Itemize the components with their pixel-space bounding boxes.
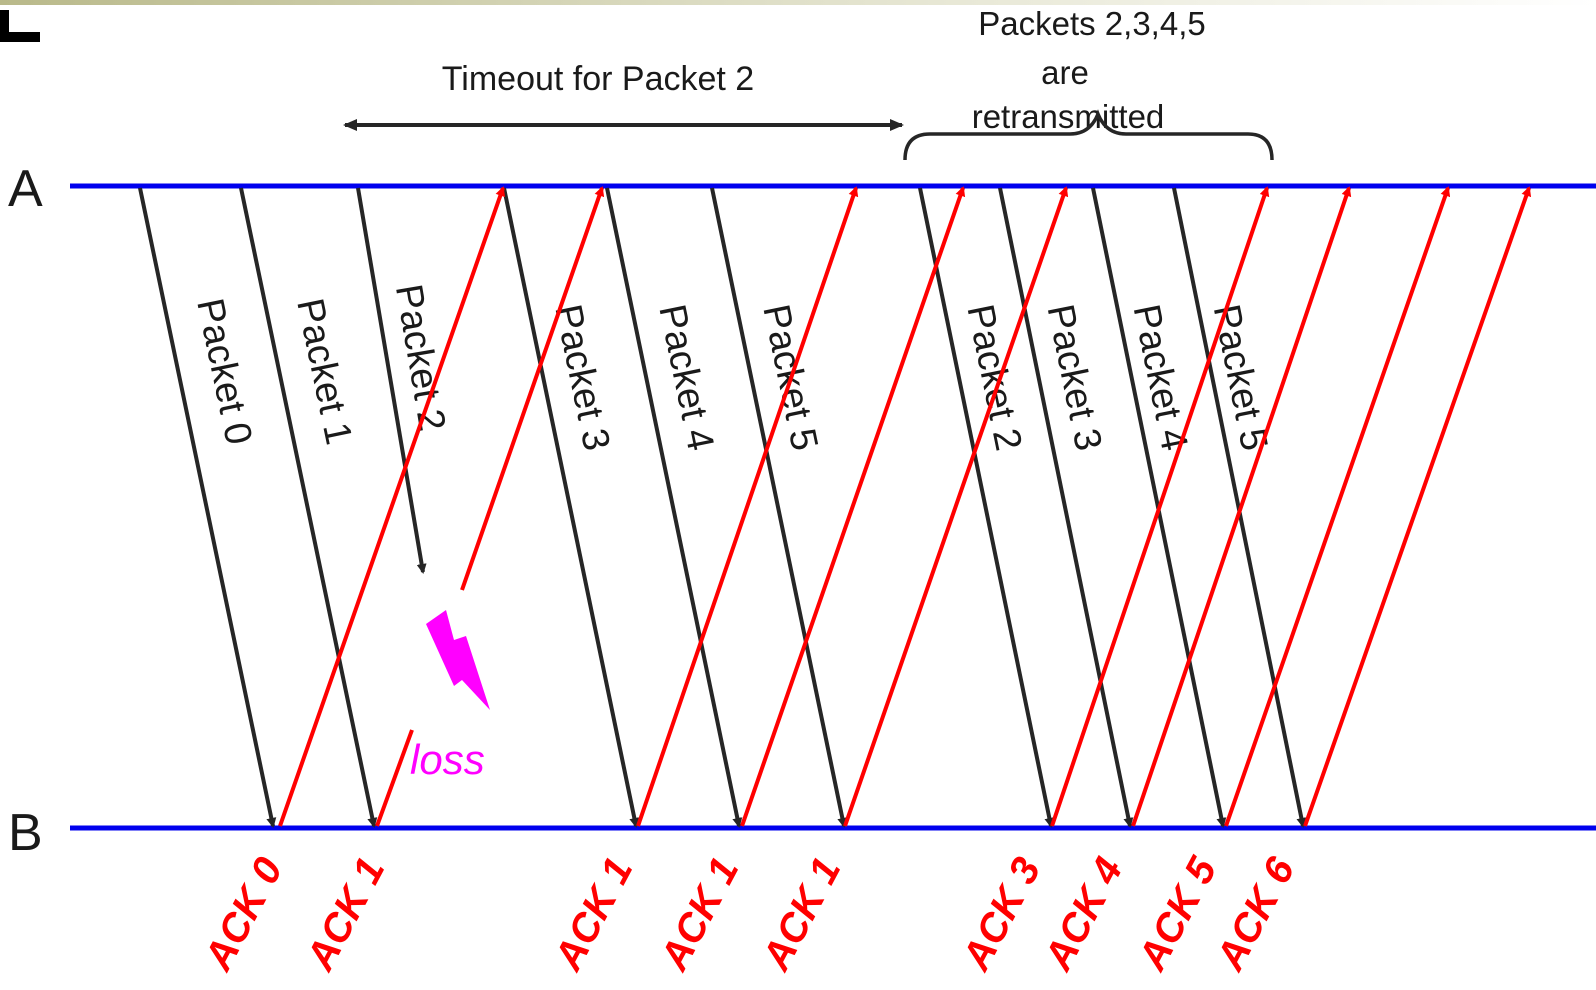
ack-arrow-0 [278, 186, 506, 827]
packet-label-3: Packet 3 [546, 301, 617, 454]
loss-label: loss [410, 736, 485, 783]
ack-arrow-4 [843, 186, 1069, 827]
packet-arrow-5 [710, 187, 848, 828]
ack-arrow-6 [1131, 186, 1352, 827]
retransmit-label-line2: are [1041, 54, 1089, 91]
ack-label-8: ACK 6 [1208, 850, 1304, 978]
ack-arrow-3 [740, 186, 966, 827]
ack-label-6: ACK 4 [1036, 851, 1132, 979]
top-accent-bar [0, 0, 1596, 5]
ack-arrow-5 [1050, 186, 1270, 827]
packet-arrow-0 [138, 187, 277, 828]
ack-arrow-8 [1303, 186, 1532, 827]
ack-label-4: ACK 1 [754, 851, 850, 979]
ack-label-0: ACK 0 [196, 851, 292, 979]
ack-label-3: ACK 1 [652, 851, 748, 979]
ack-label-5: ACK 3 [954, 851, 1050, 979]
node-a-label: A [8, 160, 43, 218]
ack-arrow-2 [636, 186, 859, 827]
packet-arrow-1 [239, 187, 378, 828]
retransmit-label-line3: retransmitted [972, 98, 1165, 135]
packet-label-4: Packet 4 [650, 301, 721, 454]
ack-label-2: ACK 1 [546, 851, 642, 979]
packet-arrow-4 [605, 187, 743, 828]
retransmit-label-line1: Packets 2,3,4,5 [978, 5, 1205, 42]
ack-label-1: ACK 1 [298, 851, 394, 979]
packet-arrow-6 [918, 187, 1055, 828]
ack-arrow-1-segment-high [460, 186, 605, 591]
packet-label-1: Packet 1 [288, 295, 359, 448]
packet-arrow-9 [1172, 187, 1307, 828]
node-b-label: B [8, 804, 43, 862]
packet-arrow-2 [356, 187, 427, 574]
packet-arrow-7 [998, 187, 1134, 828]
timeout-label: Timeout for Packet 2 [442, 60, 754, 98]
retransmit-brace [903, 109, 1274, 161]
lightning-bolt-icon [426, 610, 490, 710]
ack-arrow-7 [1224, 186, 1451, 827]
ack-arrow-1-segment-low [375, 729, 414, 827]
packet-arrow-3 [502, 187, 640, 828]
packet-label-0: Packet 0 [188, 295, 259, 448]
corner-mark [0, 10, 40, 42]
